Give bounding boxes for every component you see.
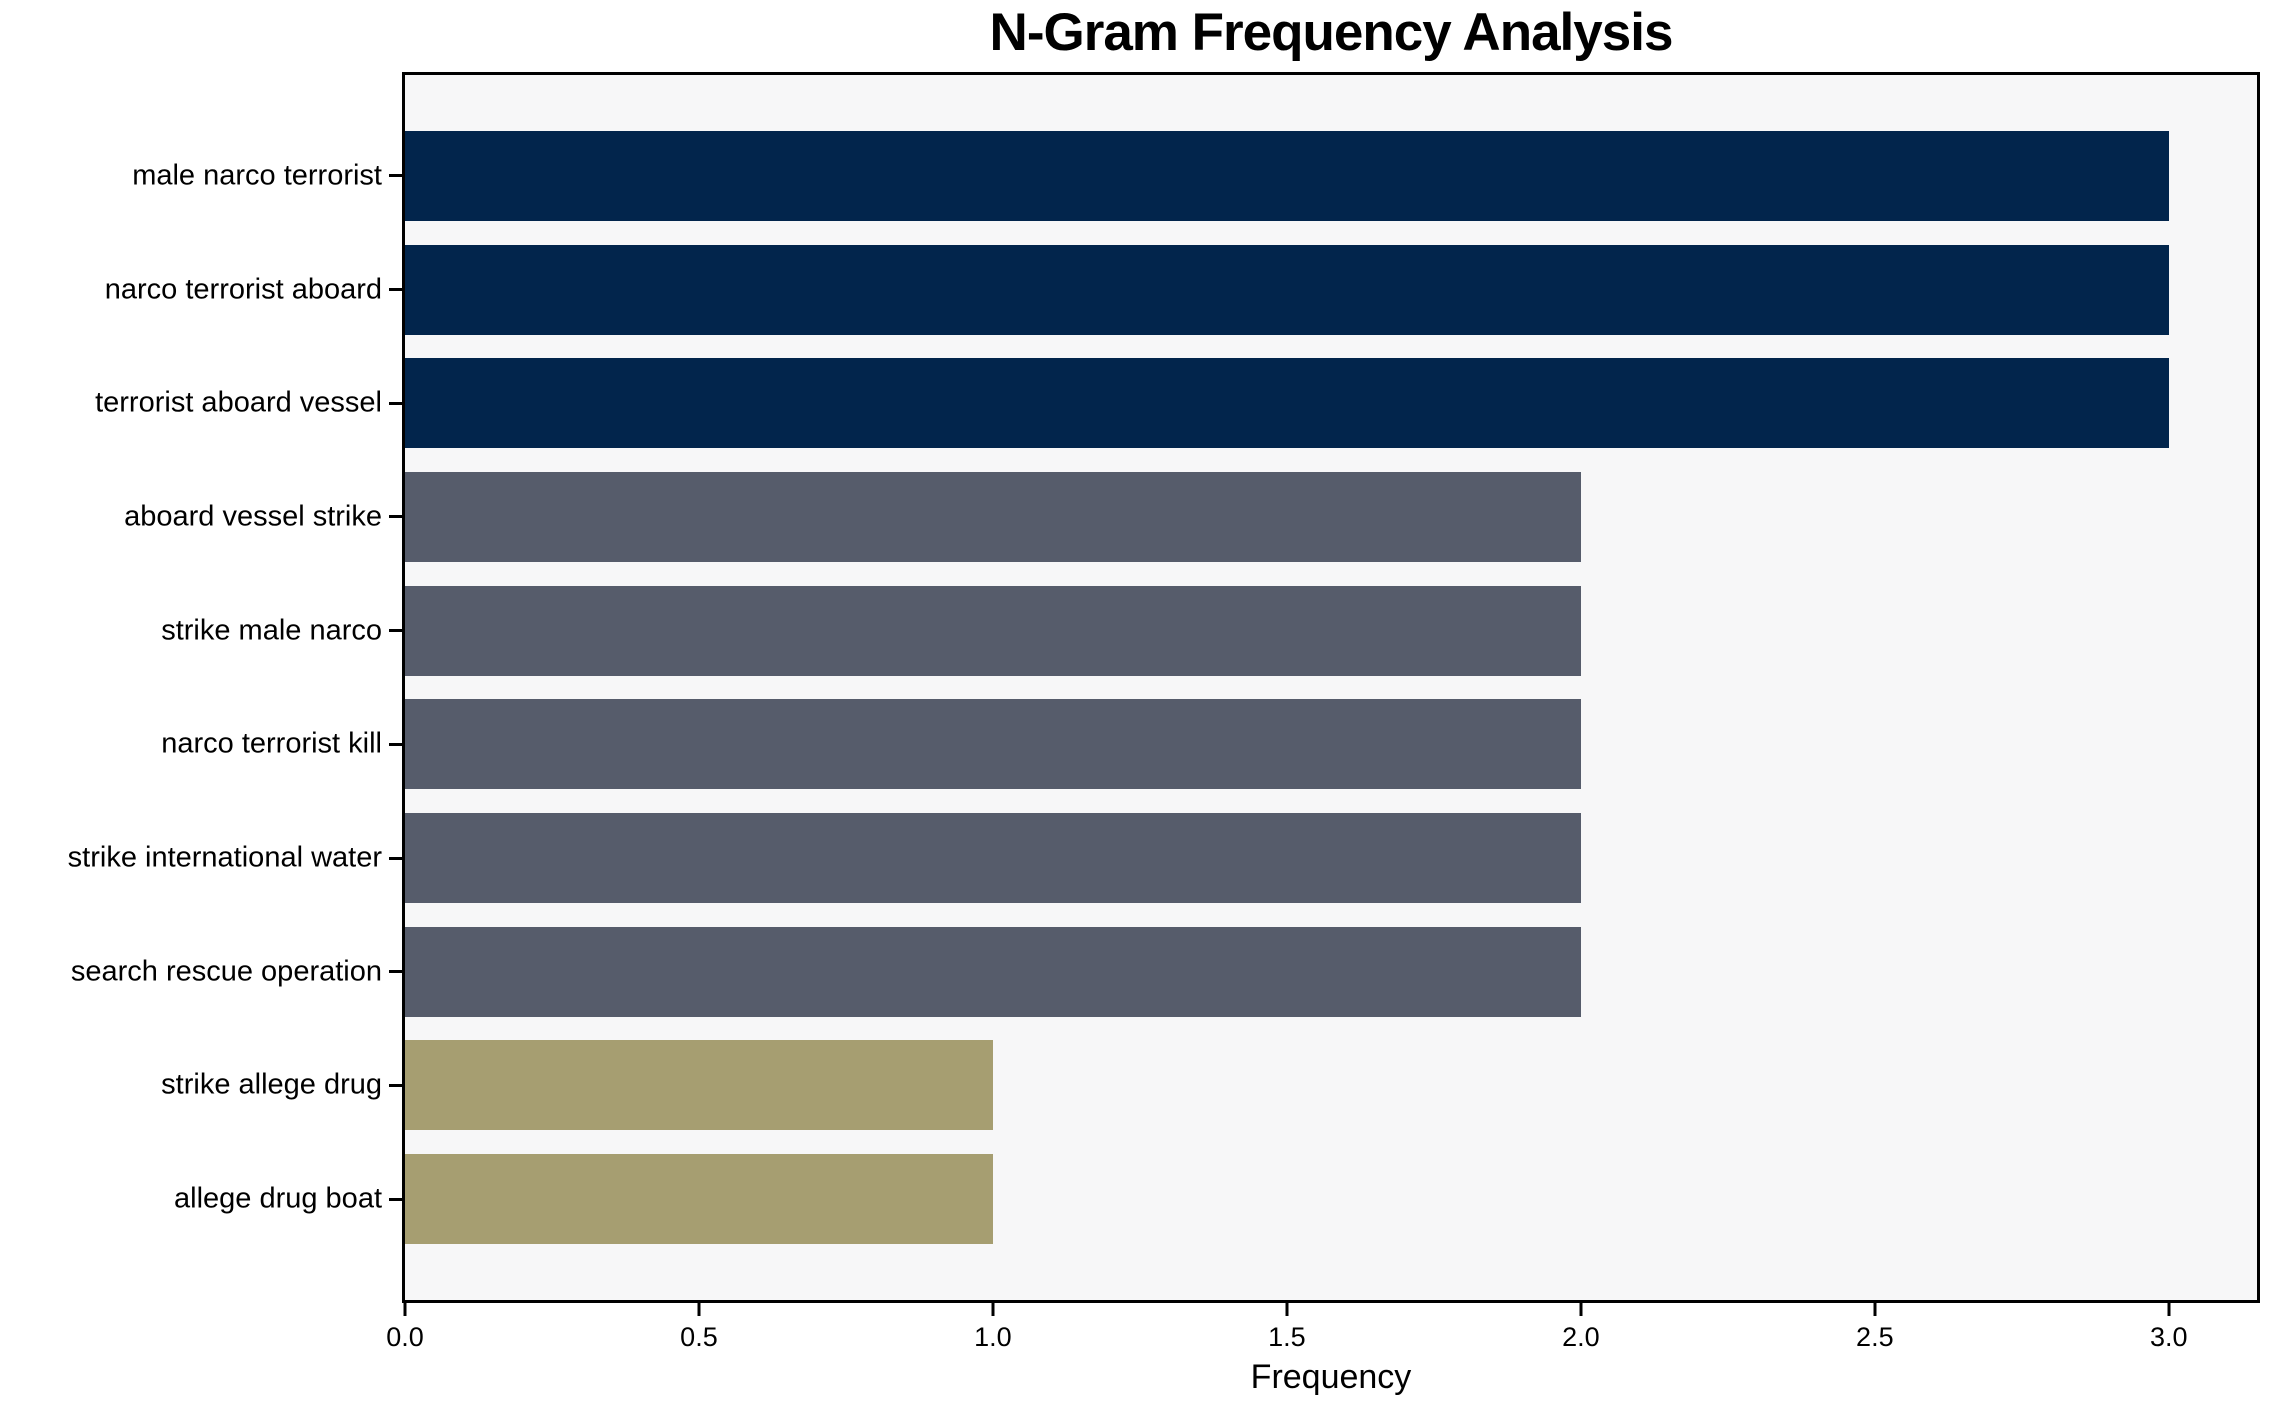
bar-strike-male-narco — [405, 585, 1581, 676]
bar-row — [405, 346, 2257, 460]
bar-row — [405, 1029, 2257, 1143]
x-tick-label-1.5: 1.5 — [1268, 1322, 1306, 1352]
bar-allege-drug-boat — [405, 1154, 993, 1245]
y-tick — [389, 1197, 402, 1201]
bar-row — [405, 915, 2257, 1029]
x-tick — [697, 1303, 701, 1316]
bar-search-rescue-operation — [405, 926, 1581, 1017]
y-tick — [389, 970, 402, 974]
y-tick — [389, 515, 402, 519]
bar-narco-terrorist-kill — [405, 699, 1581, 790]
y-label-male-narco-terrorist: male narco terrorist — [132, 159, 382, 192]
y-tick — [389, 288, 402, 292]
bar-strike-international-water — [405, 813, 1581, 904]
x-tick-label-1.0: 1.0 — [974, 1322, 1012, 1352]
x-tick — [1873, 1303, 1877, 1316]
y-label-narco-terrorist-kill: narco terrorist kill — [161, 727, 382, 760]
bar-strike-allege-drug — [405, 1040, 993, 1131]
y-tick — [389, 174, 402, 178]
bar-row — [405, 460, 2257, 574]
y-label-terrorist-aboard-vessel: terrorist aboard vessel — [95, 386, 382, 419]
y-label-aboard-vessel-strike: aboard vessel strike — [124, 500, 382, 533]
bar-aboard-vessel-strike — [405, 471, 1581, 562]
x-tick — [991, 1303, 995, 1316]
x-tick — [1285, 1303, 1289, 1316]
plot-area — [402, 72, 2260, 1303]
y-label-strike-allege-drug: strike allege drug — [161, 1068, 382, 1101]
x-tick — [403, 1303, 407, 1316]
x-tick-label-3.0: 3.0 — [2150, 1322, 2188, 1352]
y-tick — [389, 856, 402, 860]
bars-layer — [405, 119, 2257, 1256]
bar-male-narco-terrorist — [405, 130, 2169, 221]
bar-terrorist-aboard-vessel — [405, 358, 2169, 449]
y-tick — [389, 742, 402, 746]
x-tick-label-0.0: 0.0 — [386, 1322, 424, 1352]
x-tick — [2167, 1303, 2171, 1316]
y-label-search-rescue-operation: search rescue operation — [70, 955, 382, 988]
y-label-narco-terrorist-aboard: narco terrorist aboard — [104, 273, 382, 306]
y-label-allege-drug-boat: allege drug boat — [174, 1182, 382, 1215]
y-label-strike-male-narco: strike male narco — [161, 614, 382, 647]
y-tick — [389, 1083, 402, 1087]
x-tick-label-2.5: 2.5 — [1856, 1322, 1894, 1352]
bar-row — [405, 1142, 2257, 1256]
bar-row — [405, 233, 2257, 347]
bar-row — [405, 688, 2257, 802]
y-tick — [389, 401, 402, 405]
x-tick-label-0.5: 0.5 — [680, 1322, 718, 1352]
x-axis-label: Frequency — [1250, 1358, 1412, 1396]
bar-row — [405, 574, 2257, 688]
x-tick — [1579, 1303, 1583, 1316]
chart-title: N-Gram Frequency Analysis — [989, 3, 1674, 62]
y-tick — [389, 629, 402, 633]
bar-row — [405, 801, 2257, 915]
y-label-strike-international-water: strike international water — [67, 841, 382, 874]
bar-narco-terrorist-aboard — [405, 244, 2169, 335]
x-tick-label-2.0: 2.0 — [1562, 1322, 1600, 1352]
bar-row — [405, 119, 2257, 233]
